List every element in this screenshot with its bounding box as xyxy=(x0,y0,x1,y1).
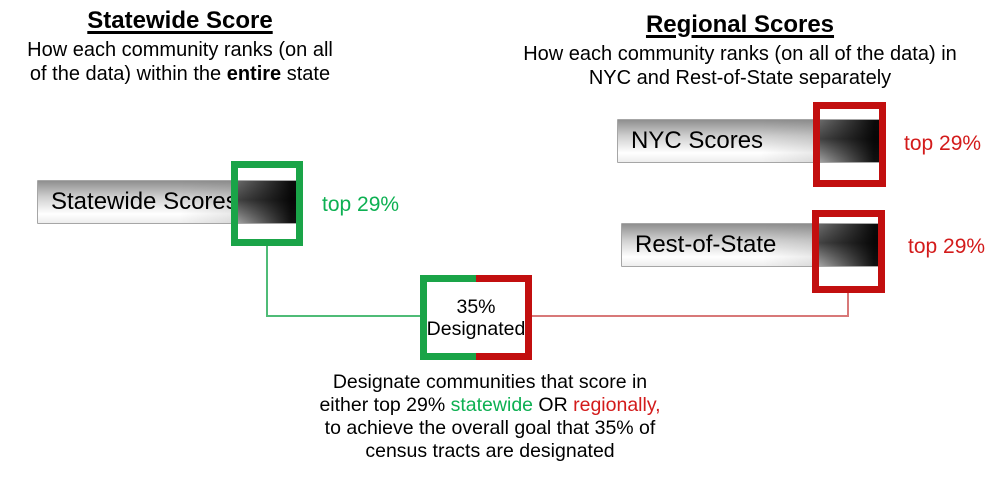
regional-connector-horizontal-line xyxy=(532,315,848,317)
statewide-top29-label: top 29% xyxy=(322,193,400,216)
statewide-subtitle-line2-pre: of the data) within the xyxy=(29,63,227,85)
statewide-subtitle: How each community ranks (on all of the … xyxy=(5,38,355,86)
statewide-top29-outline xyxy=(231,161,303,246)
statewide-title: Statewide Score xyxy=(87,7,273,34)
nyc-bar-label: NYC Scores xyxy=(631,127,764,154)
designated-box-green-border xyxy=(420,275,476,360)
statewide-bar: Statewide Scores xyxy=(37,180,297,224)
regional-title: Regional Scores xyxy=(645,11,835,38)
statewide-subtitle-line2: of the data) within the entire state xyxy=(5,62,355,86)
caption-line3: to achieve the overall goal that 35% of xyxy=(324,417,656,439)
statewide-bar-top-segment xyxy=(234,181,296,223)
statewide-subtitle-line1: How each community ranks (on all xyxy=(27,39,333,61)
nyc-top29-outline xyxy=(813,102,886,187)
rest-of-state-top29-label: top 29% xyxy=(908,235,986,258)
caption-line4: census tracts are designated xyxy=(365,440,615,462)
rest-of-state-bar-label: Rest-of-State xyxy=(635,231,777,258)
nyc-bar-top-segment xyxy=(817,120,879,162)
caption-line1: Designate communities that score in xyxy=(332,371,648,393)
rest-of-state-bar: Rest-of-State xyxy=(621,223,880,267)
caption-line2: either top 29% statewide OR regionally, xyxy=(280,394,700,417)
caption-regionally-word: regionally, xyxy=(573,394,661,416)
statewide-connector-horizontal-line xyxy=(266,315,420,317)
designated-box: 35% Designated xyxy=(420,275,532,360)
caption-line2-pre: either top 29% xyxy=(319,394,451,416)
regional-subtitle-line1: How each community ranks (on all of the … xyxy=(523,43,957,65)
regional-subtitle-line2: NYC and Rest-of-State separately xyxy=(588,67,892,89)
caption-or-word: OR xyxy=(533,394,574,416)
rest-of-state-top29-outline xyxy=(812,210,885,293)
statewide-subtitle-line2-post: state xyxy=(281,63,331,85)
statewide-connector-vertical-line xyxy=(266,246,268,316)
rest-of-state-bar-top-segment xyxy=(817,224,879,266)
designated-box-red-border xyxy=(476,275,532,360)
nyc-top29-label: top 29% xyxy=(904,132,982,155)
statewide-header: Statewide Score How each community ranks… xyxy=(5,6,355,86)
statewide-bar-label: Statewide Scores xyxy=(51,188,238,215)
designated-label-line2: Designated xyxy=(426,317,526,340)
statewide-subtitle-line2-bold: entire xyxy=(226,63,282,85)
designated-label: 35% Designated xyxy=(426,282,526,353)
regional-subtitle: How each community ranks (on all of the … xyxy=(485,42,995,90)
regional-connector-vertical-line xyxy=(847,293,849,317)
regional-header: Regional Scores How each community ranks… xyxy=(485,10,995,90)
designated-label-line1: 35% xyxy=(456,295,496,318)
caption: Designate communities that score in eith… xyxy=(280,371,700,463)
caption-statewide-word: statewide xyxy=(450,394,534,416)
